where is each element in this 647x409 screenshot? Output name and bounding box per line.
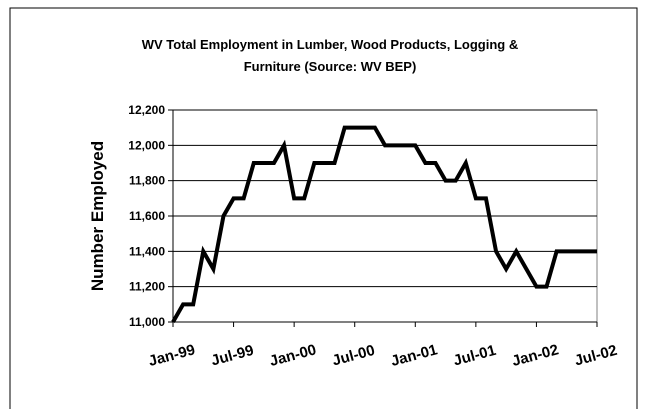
- y-axis-label: Number Employed: [88, 141, 107, 291]
- chart-title: WV Total Employment in Lumber, Wood Prod…: [142, 37, 519, 52]
- y-tick-label: 12,000: [128, 138, 165, 152]
- line-series: [171, 125, 597, 323]
- y-tick-label: 11,000: [129, 315, 165, 329]
- y-tick-label: 12,200: [128, 103, 165, 117]
- y-tick-label: 11,800: [129, 174, 165, 188]
- y-tick-label: 11,600: [129, 209, 165, 223]
- y-tick-label: 11,400: [129, 244, 165, 258]
- y-tick-label: 11,200: [129, 280, 165, 294]
- chart-title: Furniture (Source: WV BEP): [244, 59, 417, 74]
